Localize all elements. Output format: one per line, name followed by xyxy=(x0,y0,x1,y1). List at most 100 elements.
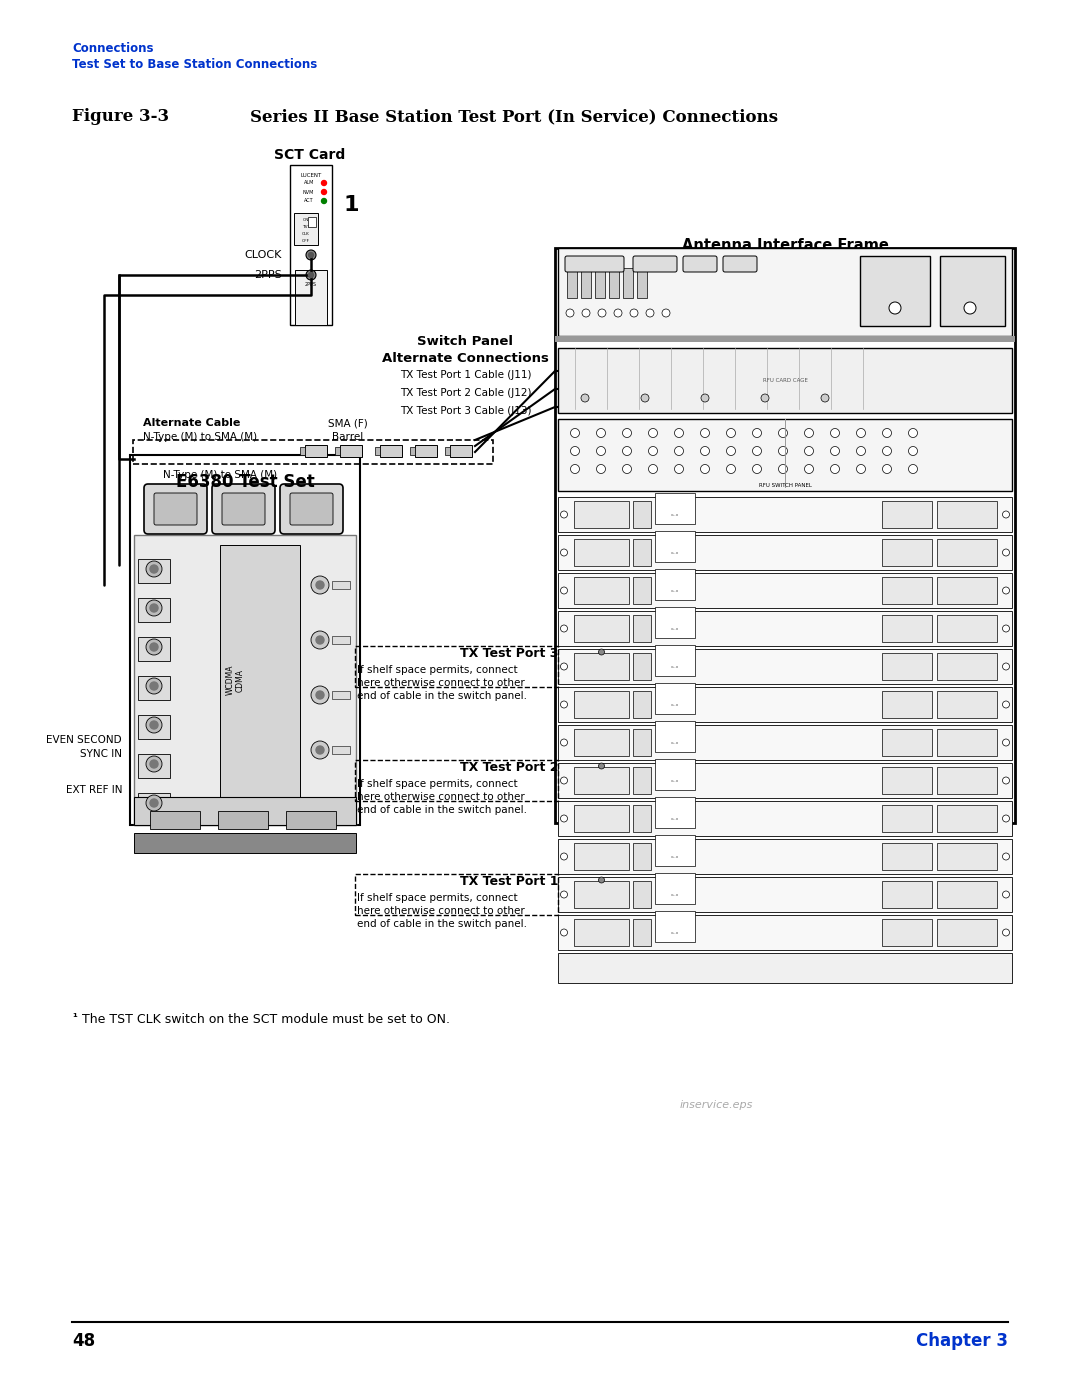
Bar xyxy=(150,812,200,828)
Circle shape xyxy=(322,180,326,186)
Bar xyxy=(573,692,629,718)
Bar xyxy=(558,687,1012,722)
Bar xyxy=(654,721,696,752)
Text: TX Test Port 1 Cable (J11): TX Test Port 1 Cable (J11) xyxy=(400,370,531,380)
Circle shape xyxy=(322,190,326,194)
Bar xyxy=(558,348,1012,414)
Bar xyxy=(940,256,1005,326)
Circle shape xyxy=(779,429,787,437)
Text: TX Test Port 3 Cable (J13): TX Test Port 3 Cable (J13) xyxy=(400,407,531,416)
Circle shape xyxy=(753,464,761,474)
Circle shape xyxy=(1002,587,1010,594)
Circle shape xyxy=(306,270,316,279)
Text: E6380 Test Set: E6380 Test Set xyxy=(176,474,314,490)
Bar xyxy=(332,581,350,590)
Bar xyxy=(937,729,997,756)
FancyBboxPatch shape xyxy=(280,483,343,534)
Bar xyxy=(450,446,472,457)
Circle shape xyxy=(146,562,162,577)
Bar xyxy=(609,268,619,298)
Circle shape xyxy=(622,429,632,437)
Circle shape xyxy=(561,739,567,746)
Circle shape xyxy=(311,576,329,594)
Circle shape xyxy=(622,447,632,455)
Bar xyxy=(340,446,362,457)
Bar xyxy=(134,833,356,854)
Circle shape xyxy=(316,746,324,754)
Circle shape xyxy=(701,464,710,474)
Bar xyxy=(882,502,932,528)
Text: o--o: o--o xyxy=(671,626,679,630)
Bar xyxy=(633,919,651,946)
Bar xyxy=(633,502,651,528)
Circle shape xyxy=(146,599,162,616)
Bar xyxy=(573,502,629,528)
Circle shape xyxy=(1002,739,1010,746)
Circle shape xyxy=(727,447,735,455)
Text: Antenna Interface Frame: Antenna Interface Frame xyxy=(681,237,889,253)
Circle shape xyxy=(570,464,580,474)
Text: ¹: ¹ xyxy=(72,1013,77,1023)
Bar xyxy=(654,608,696,638)
Bar xyxy=(633,882,651,908)
Bar xyxy=(882,805,932,833)
Circle shape xyxy=(146,756,162,773)
Circle shape xyxy=(856,464,865,474)
Bar xyxy=(882,842,932,870)
Text: OFF: OFF xyxy=(302,239,310,243)
Circle shape xyxy=(908,429,918,437)
Circle shape xyxy=(1002,777,1010,784)
Bar xyxy=(573,539,629,566)
Bar xyxy=(558,800,1012,835)
Circle shape xyxy=(561,777,567,784)
Bar xyxy=(573,842,629,870)
Bar xyxy=(937,842,997,870)
Bar xyxy=(218,812,268,828)
Bar xyxy=(558,573,1012,608)
Circle shape xyxy=(150,799,158,807)
Bar xyxy=(555,249,1015,823)
Circle shape xyxy=(309,253,313,257)
Circle shape xyxy=(615,309,622,317)
FancyBboxPatch shape xyxy=(723,256,757,272)
Bar xyxy=(558,840,1012,875)
Bar xyxy=(633,615,651,643)
Text: o--o: o--o xyxy=(671,778,679,782)
Circle shape xyxy=(309,272,313,278)
Bar xyxy=(882,577,932,604)
Bar xyxy=(558,953,1012,983)
Text: N-Type (M) to SMA (M): N-Type (M) to SMA (M) xyxy=(143,432,257,441)
Bar xyxy=(558,650,1012,685)
Circle shape xyxy=(701,447,710,455)
Circle shape xyxy=(561,891,567,898)
Circle shape xyxy=(753,447,761,455)
Text: EVEN SECOND: EVEN SECOND xyxy=(46,735,122,745)
Bar xyxy=(558,725,1012,760)
Bar xyxy=(595,268,605,298)
Bar xyxy=(633,652,651,680)
Bar xyxy=(332,636,350,644)
FancyBboxPatch shape xyxy=(154,493,197,525)
Bar xyxy=(882,919,932,946)
Circle shape xyxy=(1002,854,1010,861)
Text: o--o: o--o xyxy=(671,703,679,707)
Circle shape xyxy=(561,664,567,671)
Bar xyxy=(654,683,696,714)
Circle shape xyxy=(596,464,606,474)
Bar xyxy=(134,798,356,826)
Bar xyxy=(882,692,932,718)
Bar xyxy=(633,692,651,718)
Bar xyxy=(581,268,591,298)
Circle shape xyxy=(630,309,638,317)
Bar xyxy=(623,268,633,298)
Circle shape xyxy=(675,447,684,455)
Bar xyxy=(654,873,696,904)
Bar xyxy=(654,531,696,562)
Bar xyxy=(133,440,492,464)
Bar xyxy=(558,915,1012,950)
Circle shape xyxy=(1002,511,1010,518)
Circle shape xyxy=(598,650,605,655)
Text: o--o: o--o xyxy=(671,893,679,897)
Bar xyxy=(654,835,696,866)
Circle shape xyxy=(311,631,329,650)
